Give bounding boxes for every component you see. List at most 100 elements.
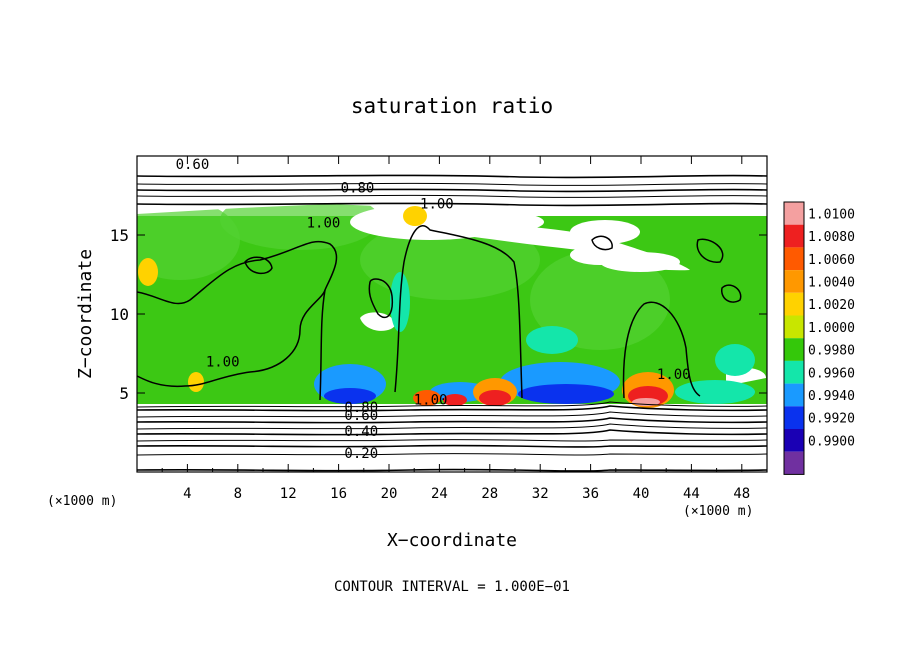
colorbar-swatch xyxy=(784,429,804,452)
colorbar-label: 0.9960 xyxy=(808,366,855,381)
contour-label: 0.60 xyxy=(344,408,378,424)
subsaturated-pocket xyxy=(324,388,376,404)
contour-line xyxy=(137,405,767,412)
y-axis-ticks: 5 10 15 xyxy=(110,226,767,403)
colorbar-label: 0.9920 xyxy=(808,412,855,427)
x-tick-label: 20 xyxy=(381,486,398,502)
contour-line xyxy=(244,256,273,275)
contour-line xyxy=(622,301,701,399)
contour-line xyxy=(137,453,767,456)
x-tick-label: 16 xyxy=(330,486,347,502)
colorbar-swatch xyxy=(784,406,804,429)
field-layer xyxy=(137,156,767,472)
colorbar-swatch xyxy=(784,270,804,293)
contour-line xyxy=(394,224,523,399)
contour-label: 1.00 xyxy=(420,196,454,212)
contour-line xyxy=(591,235,613,251)
colorbar-swatch xyxy=(784,338,804,361)
x-tick-label: 32 xyxy=(532,486,549,502)
contour-line xyxy=(696,238,724,263)
supersaturated-core xyxy=(138,258,158,286)
colorbar-label: 0.9940 xyxy=(808,389,855,404)
contour-label: 1.00 xyxy=(657,367,691,383)
x-tick-label: 4 xyxy=(183,486,191,502)
contour-line xyxy=(137,202,767,207)
upper-clear-region xyxy=(137,156,767,218)
chart-title: saturation ratio xyxy=(351,94,553,118)
contour-line xyxy=(368,278,394,319)
colorbar-label: 0.9980 xyxy=(808,344,855,359)
contour-line xyxy=(721,284,742,303)
contour-line xyxy=(137,240,338,388)
contour-line xyxy=(137,423,767,430)
x-tick-label: 8 xyxy=(234,486,242,502)
colorbar-swatch xyxy=(784,224,804,248)
subsaturated-pocket xyxy=(675,380,755,404)
colorbar-label: 0.9900 xyxy=(808,434,855,449)
colorbar-label: 1.0040 xyxy=(808,275,855,290)
colorbar-frame xyxy=(783,201,805,475)
colorbar-swatch xyxy=(784,360,804,384)
contour-label: 1.00 xyxy=(307,215,341,231)
contour-line xyxy=(137,182,767,186)
contour-interval-note: CONTOUR INTERVAL = 1.000E−01 xyxy=(334,579,570,595)
y-tick-label: 5 xyxy=(119,384,129,403)
supersaturated-core xyxy=(403,206,427,226)
contour-label: 1.00 xyxy=(414,392,448,408)
y-tick-label: 15 xyxy=(110,226,129,245)
subsaturated-pocket xyxy=(526,326,578,354)
supersaturated-core xyxy=(479,390,511,406)
colorbar-label: 1.0000 xyxy=(808,321,855,336)
y-axis-label: Z−coordinate xyxy=(75,249,96,379)
x-unit-label-left: (×1000 m) xyxy=(47,494,117,509)
contour-line xyxy=(137,468,767,472)
colorbar-swatch xyxy=(784,383,804,407)
supersaturated-core xyxy=(443,394,467,406)
contour-labels: 0.600.801.001.001.001.001.000.800.600.40… xyxy=(176,157,691,462)
subsaturated-pocket xyxy=(715,344,755,376)
y-tick-label: 10 xyxy=(110,305,129,324)
contour-line xyxy=(137,401,767,408)
supersaturated-core xyxy=(413,390,441,406)
colorbar-label: 1.0100 xyxy=(808,207,855,222)
x-axis-label: X−coordinate xyxy=(387,530,517,551)
colorbar-swatch xyxy=(784,292,804,316)
contour-line xyxy=(137,188,767,193)
x-tick-label: 28 xyxy=(481,486,498,502)
contour-line xyxy=(137,417,767,424)
colorbar-swatch xyxy=(784,451,804,475)
x-tick-label: 36 xyxy=(582,486,599,502)
field-gap xyxy=(440,224,690,271)
x-tick-label: 44 xyxy=(683,486,700,502)
x-axis-ticks: 4 8 12 16 20 24 28 32 36 40 44 48 xyxy=(161,156,750,502)
field-patch xyxy=(530,250,670,350)
contour-line xyxy=(137,411,767,418)
x-tick-label: 24 xyxy=(431,486,448,502)
plot-area: 0.600.801.001.001.001.001.000.800.600.40… xyxy=(137,156,767,472)
x-tick-label: 12 xyxy=(280,486,297,502)
contour-label: 0.80 xyxy=(341,181,375,197)
contour-line xyxy=(137,444,767,448)
x-tick-label: 48 xyxy=(733,486,750,502)
colorbar-swatch xyxy=(784,315,804,339)
contour-line xyxy=(137,174,767,179)
subsaturated-pocket xyxy=(518,384,614,404)
colorbar: 1.0100 1.0080 1.0060 1.0040 1.0020 1.0000 0.99… xyxy=(783,201,855,475)
colorbar-swatch xyxy=(784,247,804,271)
colorbar-label: 1.0020 xyxy=(808,298,855,313)
contour-line xyxy=(137,194,767,198)
contour-label: 0.80 xyxy=(344,400,378,416)
field-patch xyxy=(137,200,240,280)
contour-label: 0.20 xyxy=(344,446,378,462)
colorbar-label: 1.0080 xyxy=(808,230,855,245)
contour-label: 0.60 xyxy=(176,157,210,173)
contour-line xyxy=(137,429,767,436)
supersaturated-core xyxy=(188,372,204,392)
colorbar-label: 1.0060 xyxy=(808,253,855,268)
colorbar-swatch xyxy=(784,202,804,225)
contour-line xyxy=(319,289,326,401)
contour-label: 0.40 xyxy=(344,424,378,440)
x-unit-label-right: (×1000 m) xyxy=(683,504,753,519)
contour-line xyxy=(137,439,767,442)
